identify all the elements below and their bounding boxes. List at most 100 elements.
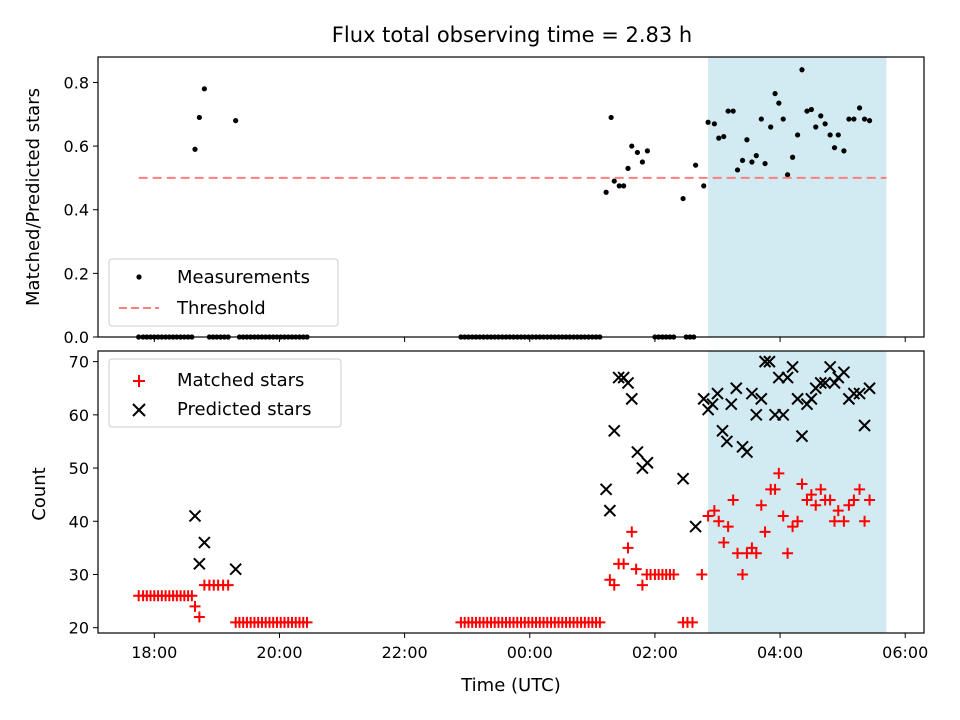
measurement-point — [827, 132, 833, 138]
matched-stars-point — [686, 616, 698, 628]
predicted-stars-point — [758, 355, 772, 368]
predicted-stars-point — [763, 355, 776, 368]
y-tick-label: 20 — [69, 619, 89, 638]
predicted-stars-point — [805, 392, 818, 406]
predicted-stars-point — [755, 392, 768, 406]
matched-stars-point — [864, 494, 876, 506]
predicted-stars-point — [725, 398, 738, 411]
measurement-point — [603, 189, 609, 195]
matched-stars-point — [696, 568, 708, 580]
x-tick-label: 02:00 — [632, 643, 678, 662]
predicted-stars-point — [621, 376, 635, 390]
matched-stars-point — [722, 521, 734, 533]
matched-stars-point — [854, 483, 866, 495]
predicted-stars-point — [828, 376, 841, 390]
legend-threshold-label: Threshold — [176, 298, 266, 319]
measurement-point — [768, 124, 774, 130]
measurement-point — [716, 135, 722, 141]
matched-stars-point — [792, 515, 804, 527]
measurement-point — [611, 178, 617, 184]
matched-stars-point — [759, 526, 771, 538]
measurement-point — [196, 114, 202, 121]
y-tick-label: 0.4 — [64, 201, 89, 220]
matched-stars-point — [787, 521, 799, 533]
measurement-point — [625, 165, 631, 171]
measurement-point — [744, 137, 750, 143]
measurement-point — [701, 183, 707, 189]
measurement-point — [629, 143, 635, 149]
matched-stars-point — [815, 483, 827, 495]
measurement-point — [616, 183, 622, 189]
measurement-point — [692, 162, 699, 168]
matched-stars-point — [668, 568, 680, 580]
measurement-point — [835, 132, 841, 138]
matched-stars-point — [301, 616, 313, 628]
x-tick-label: 20:00 — [256, 643, 302, 662]
predicted-stars-point — [740, 445, 754, 459]
predicted-stars-point — [818, 376, 832, 390]
x-tick-label: 00:00 — [507, 643, 553, 662]
matched-stars-point — [630, 563, 642, 575]
predicted-stars-point — [781, 371, 794, 384]
matched-stars-point — [741, 547, 753, 559]
measurement-point — [808, 106, 814, 113]
legend-bottom: Matched stars Predicted stars — [108, 358, 342, 428]
measurement-point — [192, 146, 198, 152]
predicted-stars-point — [853, 387, 866, 400]
matched-stars-point — [777, 510, 789, 522]
measurement-point — [705, 119, 711, 125]
measurement-point — [680, 195, 686, 202]
predicted-stars-point — [786, 360, 799, 374]
matched-stars-point — [718, 537, 730, 549]
predicted-stars-point — [847, 387, 861, 400]
measurement-point — [762, 160, 768, 167]
predicted-stars-point — [776, 408, 790, 422]
y-tick-label: 0.6 — [64, 137, 89, 156]
top-y-axis-label: Matched/Predicted stars — [23, 88, 44, 306]
predicted-stars-point — [837, 366, 851, 379]
measurement-point — [866, 118, 873, 124]
y-tick-label: 0.2 — [64, 264, 89, 283]
predicted-stars-point — [631, 445, 644, 459]
measurement-point — [861, 116, 868, 122]
predicted-stars-point — [795, 429, 809, 443]
measurement-point — [813, 124, 819, 130]
predicted-stars-point — [750, 408, 763, 422]
measurement-point — [776, 100, 782, 106]
matched-stars-point — [618, 558, 630, 570]
legend-top: Measurements Threshold — [108, 258, 339, 327]
matched-stars-point — [713, 515, 725, 527]
x-tick-label: 04:00 — [757, 643, 803, 662]
measurement-point — [608, 114, 614, 121]
measurement-point — [621, 183, 627, 189]
predicted-stars-point — [858, 419, 871, 432]
matched-stars-point — [796, 478, 808, 490]
measurement-point — [721, 133, 727, 140]
measurement-point — [644, 148, 651, 154]
matched-stars-point — [805, 489, 817, 501]
x-tick-label: 06:00 — [882, 643, 928, 662]
matched-stars-point — [750, 547, 762, 559]
legend-measurements-label: Measurements — [177, 267, 310, 288]
matched-stars-point — [622, 542, 634, 554]
predicted-stars-point — [198, 536, 211, 549]
measurement-point — [784, 172, 791, 178]
measurement-point — [856, 105, 863, 111]
matched-stars-point — [594, 616, 606, 628]
predicted-stars-point — [720, 435, 734, 448]
matched-stars-point — [755, 499, 767, 511]
y-tick-label: 60 — [69, 406, 89, 425]
legend-predicted-marker — [132, 403, 146, 417]
y-tick-label: 50 — [69, 459, 89, 478]
chart-title: Flux total observing time = 2.83 h — [332, 23, 692, 47]
predicted-stars-point — [711, 387, 724, 400]
measurement-point — [749, 159, 755, 165]
predicted-stars-point — [641, 456, 654, 469]
predicted-stars-point — [676, 472, 690, 485]
measurement-point — [789, 154, 796, 160]
predicted-stars-point — [716, 424, 729, 438]
measurement-point — [730, 108, 736, 114]
measurement-point — [639, 159, 646, 165]
matched-stars-point — [186, 590, 198, 602]
